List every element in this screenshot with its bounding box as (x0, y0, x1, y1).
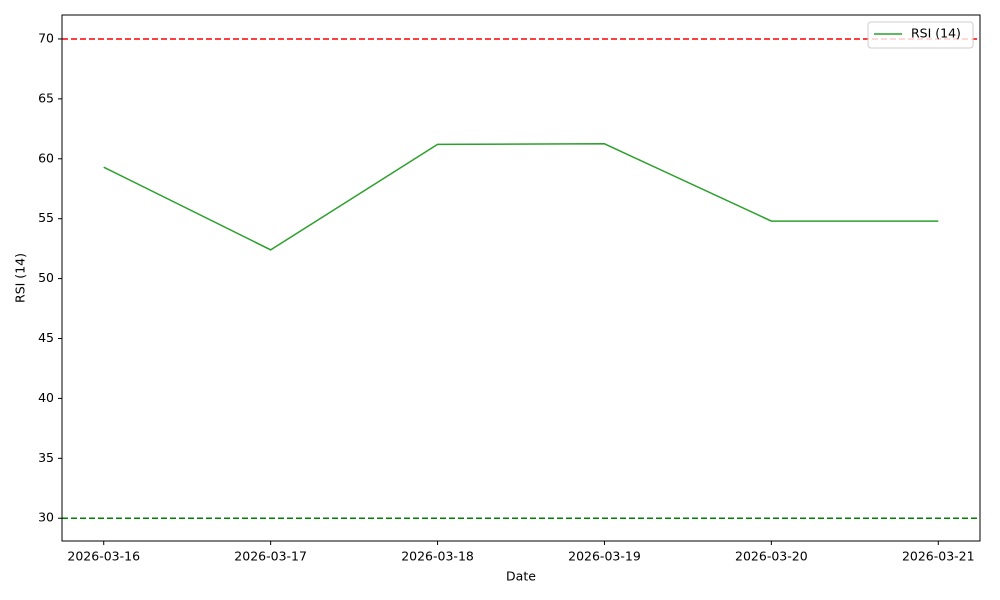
x-tick-label: 2026-03-17 (234, 549, 307, 564)
x-tick-label: 2026-03-20 (735, 549, 808, 564)
x-tick-label: 2026-03-16 (67, 549, 140, 564)
y-tick-label: 45 (38, 330, 54, 345)
y-tick-label: 55 (38, 210, 54, 225)
x-tick-label: 2026-03-21 (902, 549, 975, 564)
plot-frame (61, 14, 981, 542)
y-tick-label: 50 (38, 270, 54, 285)
y-axis-label: RSI (14) (13, 253, 28, 303)
x-tick-label: 2026-03-18 (401, 549, 474, 564)
rsi-line (103, 143, 939, 251)
legend-box (867, 21, 974, 49)
x-tick-label: 2026-03-19 (568, 549, 641, 564)
y-tick-label: 60 (38, 150, 54, 165)
y-tick-label: 65 (38, 90, 54, 105)
legend-label: RSI (14) (911, 26, 961, 41)
y-tick-label: 35 (38, 450, 54, 465)
y-tick-label: 70 (38, 30, 54, 45)
x-axis-label: Date (506, 569, 536, 584)
y-tick-label: 30 (38, 510, 54, 525)
y-tick-label: 40 (38, 390, 54, 405)
